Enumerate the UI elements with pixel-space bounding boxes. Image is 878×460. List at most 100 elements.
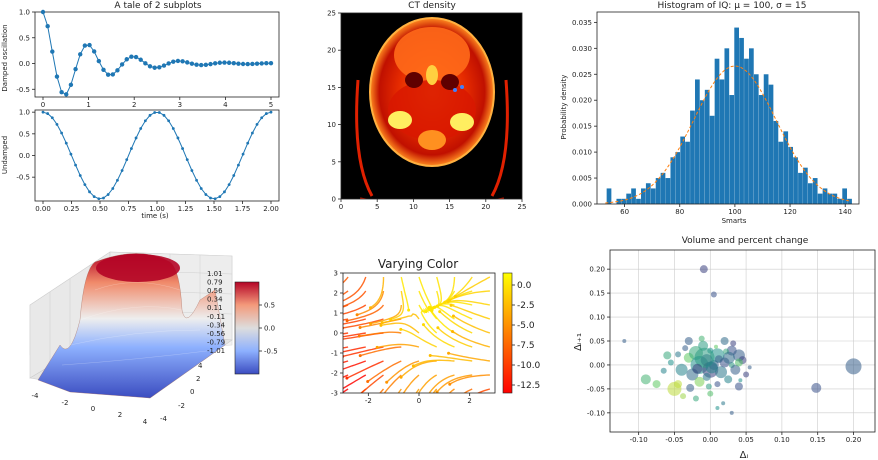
streamline-arrow bbox=[338, 301, 341, 304]
scatter-point bbox=[710, 291, 717, 298]
colorbar-autumn-tick-label: 0.0 bbox=[517, 281, 532, 291]
streamline-arrow bbox=[430, 306, 434, 310]
surface-z-tick-label: -0.79 bbox=[207, 338, 225, 346]
iq-y-tick-label: 0.030 bbox=[572, 45, 592, 53]
histogram-bar bbox=[783, 131, 789, 204]
undamped-data-point bbox=[143, 119, 147, 123]
undamped-data-point bbox=[125, 158, 129, 162]
histogram-bar bbox=[626, 193, 631, 204]
undamped-data-point bbox=[97, 197, 101, 201]
streamline-arrow bbox=[345, 376, 349, 380]
histogram-bar bbox=[739, 37, 744, 204]
streamlines bbox=[337, 276, 491, 399]
damped-data-point bbox=[59, 90, 64, 95]
volume-x-tick-label: -0.10 bbox=[630, 436, 648, 444]
damped-y-tick-label: 0.0 bbox=[19, 60, 30, 68]
iq-histogram-panel: Histogram of IQ: μ = 100, σ = 15 Probabi… bbox=[560, 1, 860, 225]
streamline bbox=[444, 276, 473, 303]
scatter-point bbox=[730, 364, 741, 375]
x-axis-label-iq: Smarts bbox=[722, 217, 747, 225]
streamline-arrow bbox=[399, 327, 403, 331]
ct-y-tick-label: 15 bbox=[327, 84, 336, 92]
streamline bbox=[400, 360, 437, 378]
streamline-arrow bbox=[357, 334, 361, 338]
damped-x-tick-label: 4 bbox=[223, 101, 228, 109]
y-axis-label-volume: Δᵢ₊₁ bbox=[573, 333, 584, 351]
scatter-point bbox=[705, 361, 718, 374]
chart-title-ct: CT density bbox=[408, 1, 456, 11]
undamped-y-tick-label: 1.0 bbox=[19, 109, 30, 117]
streamline bbox=[454, 276, 491, 298]
damped-data-point bbox=[194, 62, 199, 67]
streamline bbox=[463, 388, 473, 393]
surface-x-tick-label: -2 bbox=[62, 399, 69, 407]
surface-z-tick-label: 0.34 bbox=[207, 296, 223, 304]
surface-z-tick-label: 0.79 bbox=[207, 279, 223, 287]
damped-data-point bbox=[96, 58, 102, 64]
histogram-bar bbox=[724, 48, 730, 204]
streamline-arrow bbox=[380, 321, 384, 325]
damped-x-tick-label: 5 bbox=[269, 101, 273, 109]
streamline bbox=[436, 374, 473, 393]
streamline-arrow bbox=[400, 396, 403, 399]
scatter-point bbox=[674, 380, 683, 389]
streamline-arrow bbox=[459, 395, 462, 398]
stream-y-tick-label: 0 bbox=[334, 330, 338, 338]
stream-x-tick-label: 2 bbox=[467, 397, 471, 405]
ct-x-tick-label: 15 bbox=[445, 203, 454, 211]
streamline-arrow bbox=[445, 395, 448, 398]
ct-y-tick-label: 20 bbox=[327, 47, 336, 55]
histogram-bar bbox=[734, 27, 739, 205]
damped-data-point bbox=[199, 62, 204, 68]
ct-x-tick-label: 25 bbox=[518, 203, 527, 211]
undamped-data-point bbox=[195, 178, 198, 182]
histogram-bar bbox=[788, 146, 793, 204]
streamline bbox=[452, 330, 491, 348]
volume-scatter-panel: Volume and percent change Δᵢ Δᵢ₊₁ -0.10 -… bbox=[573, 236, 876, 460]
volume-y-tick-label: 0.10 bbox=[589, 314, 605, 322]
streamline bbox=[346, 360, 384, 379]
damped-data-point bbox=[240, 61, 246, 67]
streamline bbox=[417, 374, 438, 393]
streamline-arrow bbox=[385, 380, 389, 384]
undamped-data-point bbox=[41, 110, 45, 114]
streamline bbox=[383, 374, 402, 393]
damped-data-point bbox=[259, 61, 264, 66]
x-axis-label-volume: Δᵢ bbox=[740, 450, 749, 460]
iq-y-tick-label: 0.010 bbox=[572, 149, 592, 157]
scatter-point bbox=[640, 374, 651, 385]
undamped-data-point bbox=[232, 174, 236, 177]
streamline bbox=[382, 313, 420, 324]
undamped-data-point bbox=[241, 152, 245, 156]
histogram-bar bbox=[803, 167, 808, 204]
scatter-point bbox=[680, 393, 687, 400]
histogram-bar bbox=[606, 188, 612, 204]
colorbar-autumn bbox=[502, 272, 513, 394]
streamline-arrow bbox=[430, 394, 433, 397]
volume-x-tick-label: 0.00 bbox=[702, 436, 718, 444]
streamline-arrow bbox=[424, 310, 428, 314]
streamline bbox=[420, 308, 438, 334]
undamped-data-point bbox=[199, 187, 203, 190]
histogram-bar bbox=[685, 141, 690, 204]
iq-y-tick-label: 0.025 bbox=[572, 71, 592, 79]
surface-y-tick-label: -2 bbox=[178, 402, 185, 410]
streamline bbox=[422, 324, 455, 348]
damped-data-point bbox=[91, 49, 97, 54]
undamped-data-point bbox=[83, 183, 87, 187]
ct-y-tick-label: 25 bbox=[327, 10, 336, 18]
streamline-arrow bbox=[450, 329, 454, 333]
scatter-point bbox=[714, 381, 721, 388]
streamline-arrow bbox=[358, 354, 362, 358]
streamline-arrow bbox=[337, 285, 340, 288]
surface-z-tick-label: -1.01 bbox=[207, 347, 225, 355]
damped-oscillation-panel: A tale of 2 subplots Damped oscillation … bbox=[1, 1, 280, 109]
histogram-bar bbox=[817, 193, 823, 204]
scatter-point bbox=[660, 367, 667, 374]
damped-data-point bbox=[189, 61, 195, 66]
stream-y-tick-label: -1 bbox=[331, 350, 338, 358]
streamline bbox=[447, 299, 491, 306]
volume-y-tick-label: -0.05 bbox=[587, 385, 605, 393]
scatter-point bbox=[714, 355, 723, 364]
streamline-arrow bbox=[345, 319, 349, 323]
